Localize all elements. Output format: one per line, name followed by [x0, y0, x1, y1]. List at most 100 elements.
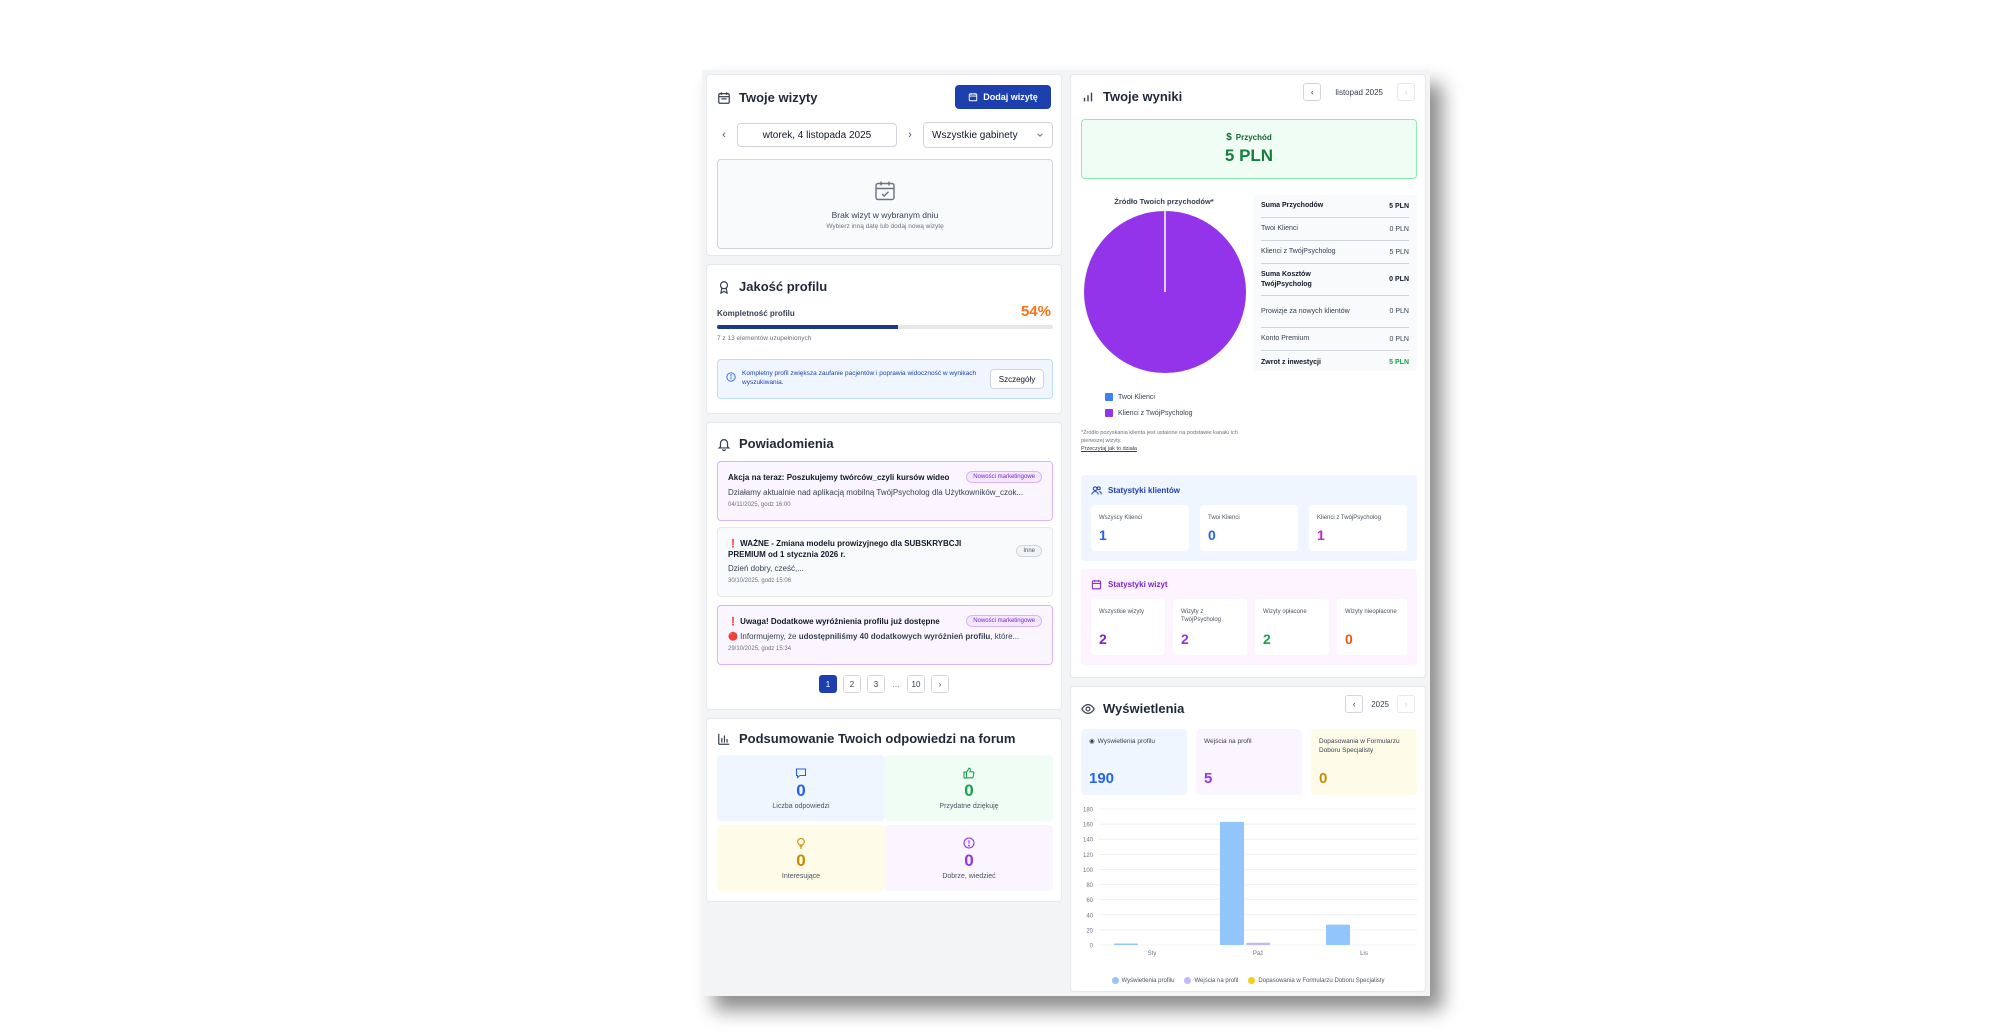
- platform-clients-box: Klienci z TwójPsycholog 1: [1309, 505, 1407, 551]
- notification-item[interactable]: Akcja na teraz: Poszukujemy twórców_czyl…: [717, 461, 1053, 521]
- pie-title: Źródło Twoich przychodów*: [1114, 197, 1214, 206]
- notification-badge: Inne: [1016, 545, 1042, 557]
- year-label: 2025: [1371, 699, 1389, 709]
- good-to-know-label: Dobrze, wiedzieć: [942, 872, 996, 880]
- prev-day-button[interactable]: ‹: [722, 129, 726, 141]
- unpaid-visits-value: 0: [1345, 631, 1353, 647]
- thanks-tile: 0 Przydatne dziękuję: [885, 755, 1053, 821]
- progress-bar: [717, 325, 1053, 329]
- office-select-value: Wszystkie gabinety: [932, 129, 1018, 141]
- revenue-row: Prowizje za nowych klientów 0 PLN: [1261, 296, 1409, 328]
- revenue-row: Zwrot z inwestycji 5 PLN: [1261, 351, 1409, 374]
- revenue-row-value: 0 PLN: [1389, 308, 1409, 315]
- client-stats-title: Statystyki klientów: [1108, 486, 1181, 495]
- page-2-button[interactable]: 2: [843, 675, 861, 693]
- profile-entries-value: 5: [1204, 770, 1213, 787]
- legend-label: Dopasowania w Formularzu Doboru Specjali…: [1258, 977, 1385, 984]
- profile-entries-tile: Wejścia na profil 5: [1196, 729, 1302, 795]
- next-month-button[interactable]: ›: [1397, 83, 1415, 101]
- visit-stats-panel: Statystyki wizyt Wszystkie wizyty 2 Wizy…: [1081, 569, 1417, 665]
- details-button[interactable]: Szczegóły: [990, 369, 1044, 389]
- quality-title-text: Jakość profilu: [739, 279, 828, 294]
- body-suffix: , które...: [990, 632, 1020, 641]
- eye-icon: ◉: [1089, 738, 1095, 745]
- good-to-know-tile: 0 Dobrze, wiedzieć: [885, 825, 1053, 891]
- chart-legend-item[interactable]: Wyświetlenia profilu: [1111, 977, 1174, 984]
- form-matches-value: 0: [1319, 770, 1328, 787]
- next-year-button[interactable]: ›: [1397, 695, 1415, 713]
- y-tick-label: 180: [1083, 808, 1094, 814]
- quality-info: Kompletny profil zwiększa zaufanie pacje…: [717, 359, 1053, 399]
- empty-subtitle: Wybierz inną datę lub dodaj nową wizytę: [826, 222, 944, 230]
- revenue-row: Twoi Klienci 0 PLN: [1261, 218, 1409, 241]
- empty-visits: Brak wizyt w wybranym dniu Wybierz inną …: [717, 159, 1053, 249]
- revenue-row-label: Klienci z TwójPsycholog: [1261, 248, 1336, 255]
- all-clients-box: Wszyscy Klienci 1: [1091, 505, 1189, 551]
- notifications-card: Powiadomienia Akcja na teraz: Poszukujem…: [706, 422, 1062, 710]
- page-ellipsis: ...: [891, 675, 901, 693]
- good-to-know-count: 0: [964, 850, 974, 870]
- lightbulb-icon: [797, 837, 805, 849]
- thanks-label: Przydatne dziękuję: [939, 802, 999, 810]
- notification-body: Działamy aktualnie nad aplikacją mobilną…: [728, 488, 1024, 497]
- progress-subtitle: 7 z 13 elementów uzupełnionych: [717, 335, 812, 342]
- empty-title: Brak wizyt w wybranym dniu: [831, 209, 939, 220]
- views-chart: 0 20 40 60 80 100 120 140 160 180 Sty Paź Lis: [1083, 808, 1417, 957]
- prev-year-button[interactable]: ‹: [1345, 695, 1364, 713]
- quality-title: Jakość profilu: [717, 279, 827, 294]
- all-clients-label: Wszyscy Klienci: [1099, 515, 1143, 521]
- date-picker[interactable]: wtorek, 4 listopada 2025: [737, 123, 897, 147]
- period-label: listopad 2025: [1335, 87, 1383, 97]
- client-stats-header: Statystyki klientów: [1091, 485, 1180, 496]
- prev-month-button[interactable]: ‹: [1303, 83, 1322, 101]
- revenue-row-label: Zwrot z inwestycji: [1261, 358, 1321, 366]
- chevron-down-icon: [1037, 133, 1043, 137]
- revenue-row-value: 0 PLN: [1389, 276, 1409, 283]
- legend-item: Twoi Klienci: [1105, 393, 1155, 401]
- period-nav: ‹ listopad 2025 ›: [1303, 83, 1415, 101]
- revenue-label: $ Przychód: [1226, 132, 1272, 143]
- eye-icon: [1081, 703, 1095, 714]
- profile-views-label: ◉ Wyświetlenia profilu: [1089, 737, 1179, 746]
- y-tick-label: 120: [1083, 853, 1094, 859]
- page-3-button[interactable]: 3: [867, 675, 885, 693]
- body-bold: udostępniliśmy 40 dodatkowych wyróżnień …: [798, 632, 991, 641]
- chart-legend-item[interactable]: Dopasowania w Formularzu Doboru Specjali…: [1248, 977, 1384, 984]
- views-title: Wyświetlenia: [1081, 701, 1184, 716]
- notification-item[interactable]: ❗ WAŻNE - Zmiana modelu prowizyjnego dla…: [717, 527, 1053, 597]
- next-page-button[interactable]: ›: [931, 675, 949, 693]
- profile-views-label-text: Wyświetlenia profilu: [1097, 738, 1156, 745]
- pagination: 1 2 3 ... 10 ›: [707, 675, 1061, 693]
- profile-views-value: 190: [1089, 770, 1115, 787]
- year-nav: ‹ 2025 ›: [1345, 695, 1415, 713]
- profile-views-tile: ◉ Wyświetlenia profilu 190: [1081, 729, 1187, 795]
- notification-item[interactable]: ❗ Uwaga! Dodatkowe wyróżnienia profilu j…: [717, 605, 1053, 665]
- revenue-row-value: 5 PLN: [1389, 248, 1409, 256]
- all-visits-label: Wszystkie wizyty: [1099, 609, 1144, 615]
- own-clients-label: Twoi Klienci: [1208, 515, 1240, 521]
- add-visit-button[interactable]: Dodaj wizytę: [955, 85, 1051, 109]
- views-title-text: Wyświetlenia: [1103, 701, 1185, 716]
- notification-date: 04/11/2025, godz 16:00: [728, 502, 791, 508]
- how-it-works-link[interactable]: Przeczytaj jak to działa: [1081, 446, 1137, 452]
- bar-chart-icon: [718, 733, 730, 745]
- paid-visits-label: Wizyty opłacone: [1263, 609, 1307, 615]
- revenue-row: Suma Kosztów TwójPsycholog 0 PLN: [1261, 264, 1409, 296]
- revenue-row-label: Suma Kosztów TwójPsycholog: [1261, 270, 1312, 288]
- platform-visits-value: 2: [1181, 631, 1189, 647]
- chart-legend-item[interactable]: Wejścia na profil: [1184, 977, 1238, 984]
- legend-label: Twoi Klienci: [1118, 393, 1155, 401]
- chat-icon: [795, 767, 807, 779]
- answers-label: Liczba odpowiedzi: [772, 802, 830, 810]
- revenue-row-value: 5 PLN: [1389, 359, 1409, 366]
- legend-swatch: [1105, 409, 1113, 417]
- visits-title-text: Twoje wizyty: [739, 90, 818, 105]
- next-day-button[interactable]: ›: [908, 129, 912, 141]
- notifications-title-text: Powiadomienia: [739, 436, 834, 451]
- all-clients-value: 1: [1099, 527, 1107, 543]
- page-10-button[interactable]: 10: [907, 675, 925, 693]
- notification-title: ❗ Uwaga! Dodatkowe wyróżnienia profilu j…: [728, 617, 940, 626]
- page-1-button[interactable]: 1: [819, 675, 837, 693]
- legend-item: Klienci z TwójPsycholog: [1105, 409, 1193, 417]
- office-select[interactable]: Wszystkie gabinety: [923, 122, 1053, 148]
